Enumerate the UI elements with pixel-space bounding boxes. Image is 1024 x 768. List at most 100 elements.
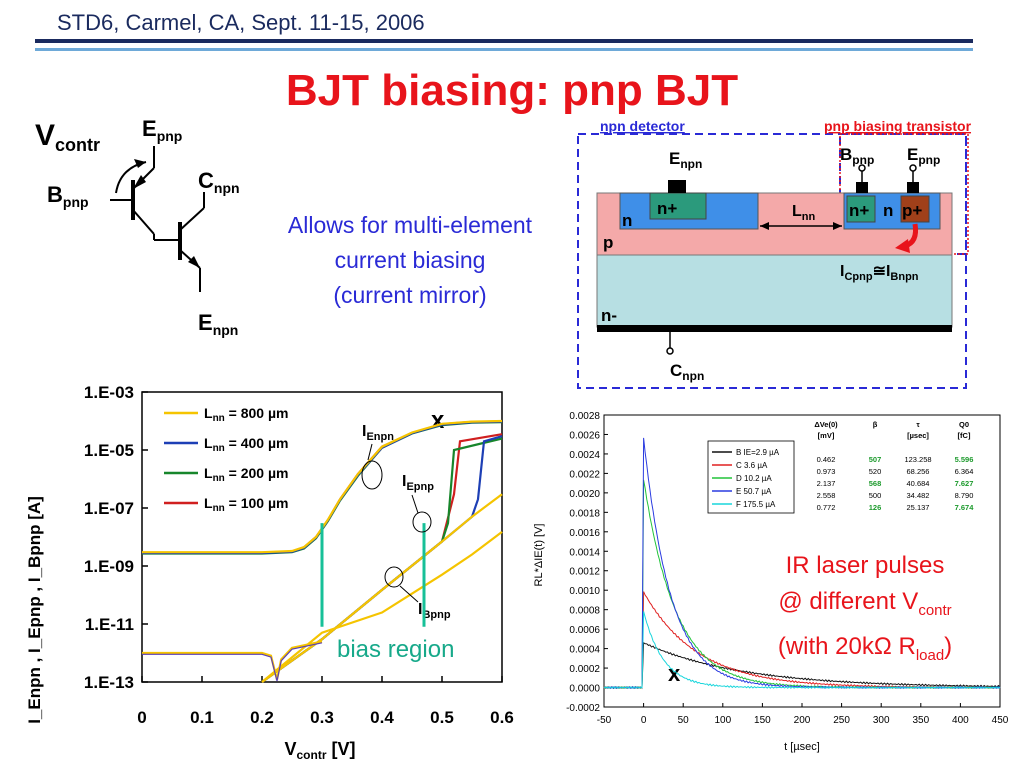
npn-detector-label: npn detector	[600, 118, 685, 134]
pnp-bias-label: pnp biasing transistor	[824, 118, 972, 134]
ir-note-line: IR laser pulses	[785, 552, 945, 579]
device-cross-section: npn detector pnp biasing transistor Enpn…	[577, 118, 972, 389]
current-relation-label: ICpnp≅IBnpn	[840, 263, 919, 283]
pulse-table-cell: 568	[869, 479, 882, 488]
pulse-legend-label: B IE=2.9 µA	[736, 448, 780, 457]
pulse-xtick-label: -50	[597, 715, 612, 726]
pulse-ytick-label: 0.0012	[569, 567, 600, 578]
iv-legend-label: Lnn = 100 µm	[204, 495, 289, 514]
iv-xtick-label: 0.5	[430, 708, 454, 727]
pulse-table-cell: 126	[869, 503, 882, 512]
pulse-table-cell: 0.973	[817, 467, 836, 476]
pulse-table-header: ΔVe(0)	[814, 420, 838, 429]
ir-note-line: @ different Vcontr	[778, 588, 952, 619]
pulse-xtick-label: 200	[794, 715, 811, 726]
ir-note-line: (with 20kΩ Rload)	[777, 632, 953, 664]
iepnp-callout-line	[411, 494, 419, 514]
pulse-table-cell: 6.364	[955, 467, 974, 476]
iv-xtick-label: 0.2	[250, 708, 274, 727]
iv-series-line	[142, 642, 323, 682]
note-line: current biasing	[334, 247, 486, 273]
pulse-table-cell: 34.482	[907, 491, 930, 500]
cnpn-label: Cnpn	[198, 168, 240, 196]
pulse-table-cell: 7.674	[955, 503, 975, 512]
pulse-table-cell: 8.790	[955, 491, 974, 500]
pulse-xtick-label: 100	[714, 715, 731, 726]
pulse-legend-label: E 50.7 µA	[736, 487, 772, 496]
iv-ytick-label: 1.E-09	[84, 557, 134, 576]
ibpnp-curve-label: IBpnp	[418, 601, 451, 621]
current-mirror-note: Allows for multi-element current biasing…	[250, 208, 570, 313]
iv-ytick-label: 1.E-05	[84, 441, 134, 460]
pulse-series-line	[603, 611, 1001, 689]
pulse-ytick-label: 0.0028	[569, 411, 600, 422]
iv-series-line	[142, 640, 323, 680]
iv-ylabel: I_Enpn , I_Epnp , I_Bpnp [A]	[25, 496, 44, 724]
pulse-table-cell: 0.462	[817, 455, 836, 464]
circuit-schematic: Vcontr Epnp Bpnp Cnpn Enpn	[35, 116, 240, 338]
iv-xlabel: Vcontr [V]	[284, 739, 355, 762]
pulse-xtick-label: 50	[678, 715, 690, 726]
pulse-xtick-label: 450	[992, 715, 1009, 726]
iv-x-marker: x	[431, 407, 445, 434]
pplus-label: p+	[902, 201, 922, 220]
vcontr-label: Vcontr	[35, 119, 100, 155]
iv-series-line	[261, 493, 503, 683]
pulse-ytick-label: 0.0004	[569, 645, 600, 656]
pulse-table-unit: [mV]	[818, 431, 835, 440]
iv-ytick-label: 1.E-07	[84, 499, 134, 518]
pulse-table-cell: 25.137	[907, 503, 930, 512]
pulse-xlabel: t [µsec]	[784, 741, 820, 753]
iepnp-callout-ellipse	[412, 511, 432, 533]
pulse-ytick-label: 0.0010	[569, 586, 600, 597]
pulse-table-cell: 507	[869, 455, 882, 464]
note-line: Allows for multi-element	[287, 212, 533, 238]
ienpn-callout-line	[367, 443, 373, 461]
pulse-ytick-label: -0.0002	[566, 703, 600, 714]
ibpnp-callout-line	[399, 585, 419, 603]
slide-title: BJT biasing: pnp BJT	[285, 66, 739, 115]
iv-legend-label: Lnn = 200 µm	[204, 465, 289, 484]
ienpn-curve-label: IEnpn	[362, 423, 394, 443]
n-label: n	[622, 211, 632, 230]
iv-legend-label: Lnn = 400 µm	[204, 435, 289, 454]
device-epnp-label: Epnp	[907, 145, 940, 167]
pulse-table-header: τ	[916, 420, 920, 429]
enpn-label: Enpn	[198, 310, 238, 338]
pulse-table-cell: 68.256	[907, 467, 930, 476]
iv-legend-label: Lnn = 800 µm	[204, 405, 289, 424]
iv-xtick-label: 0.4	[370, 708, 394, 727]
nplus-label: n+	[657, 199, 677, 218]
pulse-table-cell: 2.137	[817, 479, 836, 488]
iv-xtick-label: 0.3	[310, 708, 334, 727]
nminus-label: n-	[601, 306, 617, 325]
pulse-xtick-label: 350	[912, 715, 929, 726]
header-rule	[35, 39, 973, 43]
pulse-series-line	[603, 641, 1001, 689]
pulse-table-cell: 7.627	[955, 479, 974, 488]
pulse-table-unit: [fC]	[958, 431, 971, 440]
device-bpnp-label: Bpnp	[840, 145, 874, 167]
conference-header: STD6, Carmel, CA, Sept. 11-15, 2006	[57, 10, 425, 35]
pulse-ytick-label: 0.0024	[569, 450, 600, 461]
pulse-table-header: β	[873, 420, 878, 429]
iv-xtick-label: 0	[137, 708, 146, 727]
pulse-ytick-label: 0.0020	[569, 489, 600, 500]
pulse-ytick-label: 0.0000	[569, 684, 600, 695]
pulse-table-cell: 500	[869, 491, 882, 500]
nplus-label: n+	[849, 201, 869, 220]
pulse-ylabel: RL*ΔIE(t) [V]	[533, 524, 545, 587]
iv-chart: I_Enpn , I_Epnp , I_Bpnp [A] Vcontr [V] …	[25, 383, 514, 762]
pulse-table-cell: 2.558	[817, 491, 836, 500]
lnn-label: Lnn	[792, 203, 816, 223]
device-cnpn-label: Cnpn	[670, 361, 704, 383]
note-line: (current mirror)	[333, 282, 487, 308]
device-enpn-label: Enpn	[669, 149, 702, 171]
pulse-xtick-label: 150	[754, 715, 771, 726]
ibpnp-callout-ellipse	[384, 566, 404, 588]
iepnp-curve-label: IEpnp	[402, 473, 434, 493]
ir-laser-note: IR laser pulses @ different Vcontr (with…	[735, 548, 995, 674]
epnp-label: Epnp	[142, 116, 182, 144]
pulse-ytick-label: 0.0022	[569, 469, 600, 480]
pulse-legend-label: D 10.2 µA	[736, 474, 772, 483]
